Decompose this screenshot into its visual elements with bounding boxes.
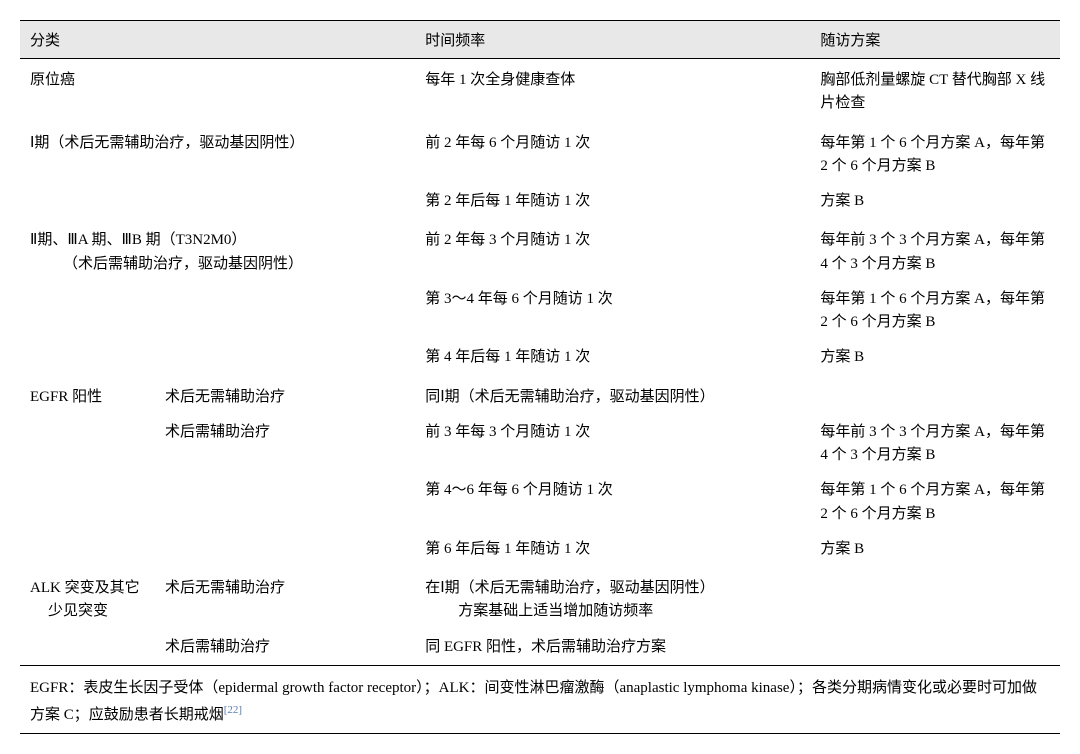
cell-category	[20, 532, 415, 567]
cell-time: 第 4～6 年每 6 个月随访 1 次	[415, 473, 810, 532]
table-row: 第 4～6 年每 6 个月随访 1 次每年第 1 个 6 个月方案 A，每年第 …	[20, 473, 1060, 532]
table-row: 第 4 年后每 1 年随访 1 次方案 B	[20, 340, 1060, 375]
cell-plan: 每年第 1 个 6 个月方案 A，每年第 2 个 6 个月方案 B	[810, 473, 1060, 532]
table-header-row: 分类 时间频率 随访方案	[20, 21, 1060, 59]
cell-category: 术后需辅助治疗	[20, 415, 415, 474]
footnote-ref: [22]	[224, 704, 242, 716]
cell-time: 在Ⅰ期（术后无需辅助治疗，驱动基因阴性）方案基础上适当增加随访频率	[415, 567, 810, 630]
cell-category	[20, 282, 415, 341]
cell-plan: 方案 B	[810, 340, 1060, 375]
cell-category	[20, 473, 415, 532]
category-line2: （术后需辅助治疗，驱动基因阴性）	[30, 253, 405, 276]
cell-category: Ⅰ期（术后无需辅助治疗，驱动基因阴性）	[20, 122, 415, 185]
followup-table: 分类 时间频率 随访方案 原位癌每年 1 次全身健康查体胸部低剂量螺旋 CT 替…	[20, 20, 1060, 666]
cell-time: 第 3～4 年每 6 个月随访 1 次	[415, 282, 810, 341]
table-row: 第 6 年后每 1 年随访 1 次方案 B	[20, 532, 1060, 567]
cell-time: 第 2 年后每 1 年随访 1 次	[415, 184, 810, 219]
cell-plan: 每年第 1 个 6 个月方案 A，每年第 2 个 6 个月方案 B	[810, 122, 1060, 185]
cell-category: ALK 突变及其它少见突变术后无需辅助治疗	[20, 567, 415, 630]
cell-time: 前 3 年每 3 个月随访 1 次	[415, 415, 810, 474]
category-sub: 术后需辅助治疗	[165, 636, 270, 659]
time-line2: 方案基础上适当增加随访频率	[425, 600, 800, 623]
cell-category	[20, 340, 415, 375]
col-header-time: 时间频率	[415, 21, 810, 59]
cell-category: 术后需辅助治疗	[20, 630, 415, 666]
cell-plan	[810, 376, 1060, 415]
cell-time: 第 6 年后每 1 年随访 1 次	[415, 532, 810, 567]
footnote-text: EGFR：表皮生长因子受体（epidermal growth factor re…	[30, 680, 1037, 724]
col-header-category: 分类	[20, 21, 415, 59]
table-row: Ⅰ期（术后无需辅助治疗，驱动基因阴性）前 2 年每 6 个月随访 1 次每年第 …	[20, 122, 1060, 185]
cell-plan: 胸部低剂量螺旋 CT 替代胸部 X 线片检查	[810, 59, 1060, 122]
cell-category: Ⅱ期、ⅢA 期、ⅢB 期（T3N2M0）（术后需辅助治疗，驱动基因阴性）	[20, 219, 415, 282]
cell-plan: 每年前 3 个 3 个月方案 A，每年第 4 个 3 个月方案 B	[810, 219, 1060, 282]
cell-plan: 方案 B	[810, 184, 1060, 219]
col-header-plan: 随访方案	[810, 21, 1060, 59]
category-main: EGFR 阳性	[30, 386, 165, 409]
cell-plan: 每年前 3 个 3 个月方案 A，每年第 4 个 3 个月方案 B	[810, 415, 1060, 474]
table-footnote: EGFR：表皮生长因子受体（epidermal growth factor re…	[20, 666, 1060, 734]
table-row: 第 3～4 年每 6 个月随访 1 次每年第 1 个 6 个月方案 A，每年第 …	[20, 282, 1060, 341]
cell-time: 第 4 年后每 1 年随访 1 次	[415, 340, 810, 375]
table-row: 原位癌每年 1 次全身健康查体胸部低剂量螺旋 CT 替代胸部 X 线片检查	[20, 59, 1060, 122]
table-row: Ⅱ期、ⅢA 期、ⅢB 期（T3N2M0）（术后需辅助治疗，驱动基因阴性）前 2 …	[20, 219, 1060, 282]
category-sub: 术后无需辅助治疗	[165, 577, 285, 600]
cell-plan: 方案 B	[810, 532, 1060, 567]
cell-category: 原位癌	[20, 59, 415, 122]
cell-time: 同 EGFR 阳性，术后需辅助治疗方案	[415, 630, 810, 666]
table-row: 术后需辅助治疗 同 EGFR 阳性，术后需辅助治疗方案	[20, 630, 1060, 666]
cell-time: 前 2 年每 3 个月随访 1 次	[415, 219, 810, 282]
table-row: EGFR 阳性术后无需辅助治疗同Ⅰ期（术后无需辅助治疗，驱动基因阴性）	[20, 376, 1060, 415]
cell-category	[20, 184, 415, 219]
cell-plan: 每年第 1 个 6 个月方案 A，每年第 2 个 6 个月方案 B	[810, 282, 1060, 341]
cell-plan	[810, 630, 1060, 666]
cell-plan	[810, 567, 1060, 630]
category-sub: 术后无需辅助治疗	[165, 386, 285, 409]
cell-time: 前 2 年每 6 个月随访 1 次	[415, 122, 810, 185]
table-row: ALK 突变及其它少见突变术后无需辅助治疗在Ⅰ期（术后无需辅助治疗，驱动基因阴性…	[20, 567, 1060, 630]
cell-category: EGFR 阳性术后无需辅助治疗	[20, 376, 415, 415]
cell-time: 每年 1 次全身健康查体	[415, 59, 810, 122]
category-main: ALK 突变及其它少见突变	[30, 577, 165, 624]
cell-time: 同Ⅰ期（术后无需辅助治疗，驱动基因阴性）	[415, 376, 810, 415]
table-row: 术后需辅助治疗 前 3 年每 3 个月随访 1 次每年前 3 个 3 个月方案 A…	[20, 415, 1060, 474]
table-row: 第 2 年后每 1 年随访 1 次方案 B	[20, 184, 1060, 219]
category-sub: 术后需辅助治疗	[165, 421, 270, 444]
